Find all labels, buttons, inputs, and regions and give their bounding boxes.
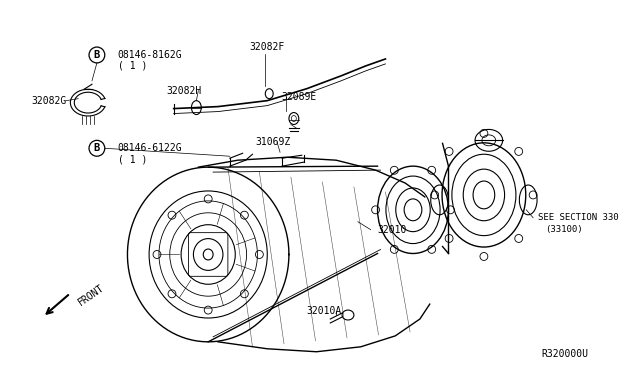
- Text: 32082G: 32082G: [31, 96, 66, 106]
- Text: (33100): (33100): [545, 225, 582, 234]
- Text: 31069Z: 31069Z: [255, 137, 291, 147]
- Text: 08146-8162G: 08146-8162G: [118, 50, 182, 60]
- Text: B: B: [94, 50, 100, 60]
- Text: 32010A: 32010A: [307, 306, 342, 316]
- Text: 32082F: 32082F: [250, 42, 285, 52]
- Text: 32089E: 32089E: [281, 92, 316, 102]
- Text: ( 1 ): ( 1 ): [118, 154, 147, 164]
- Text: 32010: 32010: [378, 225, 407, 235]
- Text: FRONT: FRONT: [76, 283, 106, 308]
- Text: 08146-6122G: 08146-6122G: [118, 143, 182, 153]
- Text: 32082H: 32082H: [167, 86, 202, 96]
- Text: ( 1 ): ( 1 ): [118, 61, 147, 71]
- Text: SEE SECTION 330: SEE SECTION 330: [538, 213, 619, 222]
- Text: B: B: [94, 143, 100, 153]
- Text: R320000U: R320000U: [541, 349, 588, 359]
